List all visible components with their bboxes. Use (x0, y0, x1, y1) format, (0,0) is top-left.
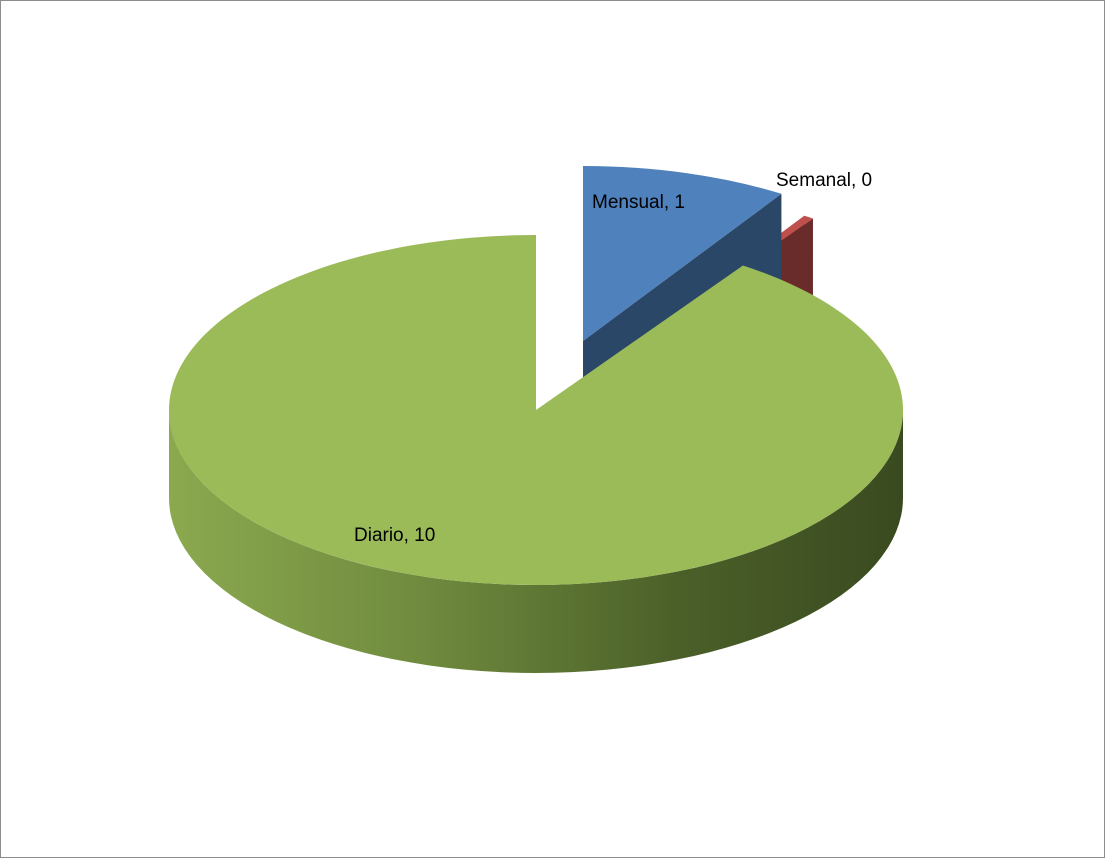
data-label-mensual: Mensual, 1 (592, 192, 685, 213)
pie-slice-diario (169, 234, 903, 673)
data-label-semanal: Semanal, 0 (776, 170, 872, 191)
pie-slice-diario-top (169, 234, 903, 585)
pie-slice-diario-side (169, 410, 903, 673)
data-label-diario: Diario, 10 (354, 525, 435, 546)
pie-slice-mensual-top (583, 166, 782, 341)
